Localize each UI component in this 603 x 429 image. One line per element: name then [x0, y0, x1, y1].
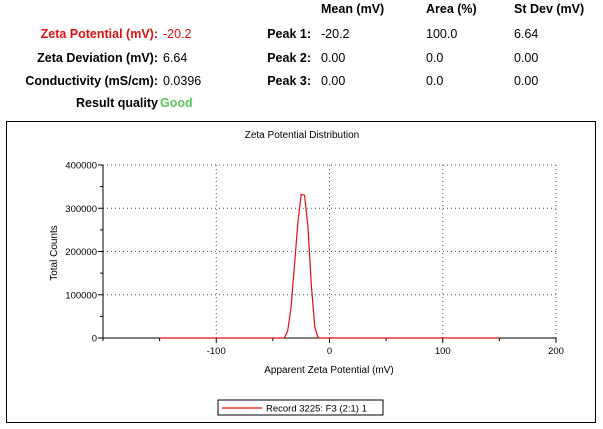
peak-2-stdev: 0.00 [514, 51, 539, 65]
legend-box [217, 399, 384, 416]
series-line [159, 193, 500, 339]
peak-2-label: Peak 2: [267, 51, 311, 65]
zeta-potential-value: -20.2 [163, 27, 192, 41]
y-tick-label: 100000 [65, 290, 97, 301]
x-axis-label: Apparent Zeta Potential (mV) [264, 365, 394, 376]
peak-1-area: 100.0 [426, 27, 458, 41]
result-quality-value: Good [160, 96, 193, 110]
y-tick-label: 200000 [65, 247, 97, 258]
peak-1-mean: -20.2 [321, 27, 350, 41]
chart-title: Zeta Potential Distribution [245, 130, 360, 141]
y-tick-label: 400000 [65, 161, 97, 172]
zeta-deviation-value: 6.64 [163, 51, 188, 65]
peak-3-mean: 0.00 [321, 74, 346, 88]
conductivity-label: Conductivity (mS/cm): [25, 74, 158, 88]
peak-3-label: Peak 3: [267, 74, 311, 88]
x-tick-label: 200 [548, 346, 564, 357]
conductivity-value: 0.0396 [163, 74, 202, 88]
peak-1-label: Peak 1: [267, 27, 311, 41]
y-tick-label: 300000 [65, 204, 97, 215]
mean-header: Mean (mV) [321, 2, 385, 16]
legend-label: Record 3225: F3 (2:1) 1 [266, 404, 367, 415]
y-tick-label: 0 [92, 334, 97, 345]
y-axis-label: Total Counts [49, 225, 60, 281]
result-quality-label: Result quality [76, 96, 158, 110]
x-tick-label: 0 [327, 346, 332, 357]
peak-3-stdev: 0.00 [514, 74, 539, 88]
zeta-deviation-label: Zeta Deviation (mV): [37, 51, 158, 65]
peak-3-area: 0.0 [426, 74, 444, 88]
zeta-potential-label: Zeta Potential (mV): [40, 27, 158, 41]
peak-2-mean: 0.00 [321, 51, 346, 65]
stdev-header: St Dev (mV) [514, 2, 585, 16]
peak-1-stdev: 6.64 [514, 27, 539, 41]
chart-frame [6, 121, 596, 423]
peak-2-area: 0.0 [426, 51, 444, 65]
area-header: Area (%) [426, 2, 477, 16]
x-tick-label: 100 [435, 346, 451, 357]
x-tick-label: -100 [207, 346, 226, 357]
